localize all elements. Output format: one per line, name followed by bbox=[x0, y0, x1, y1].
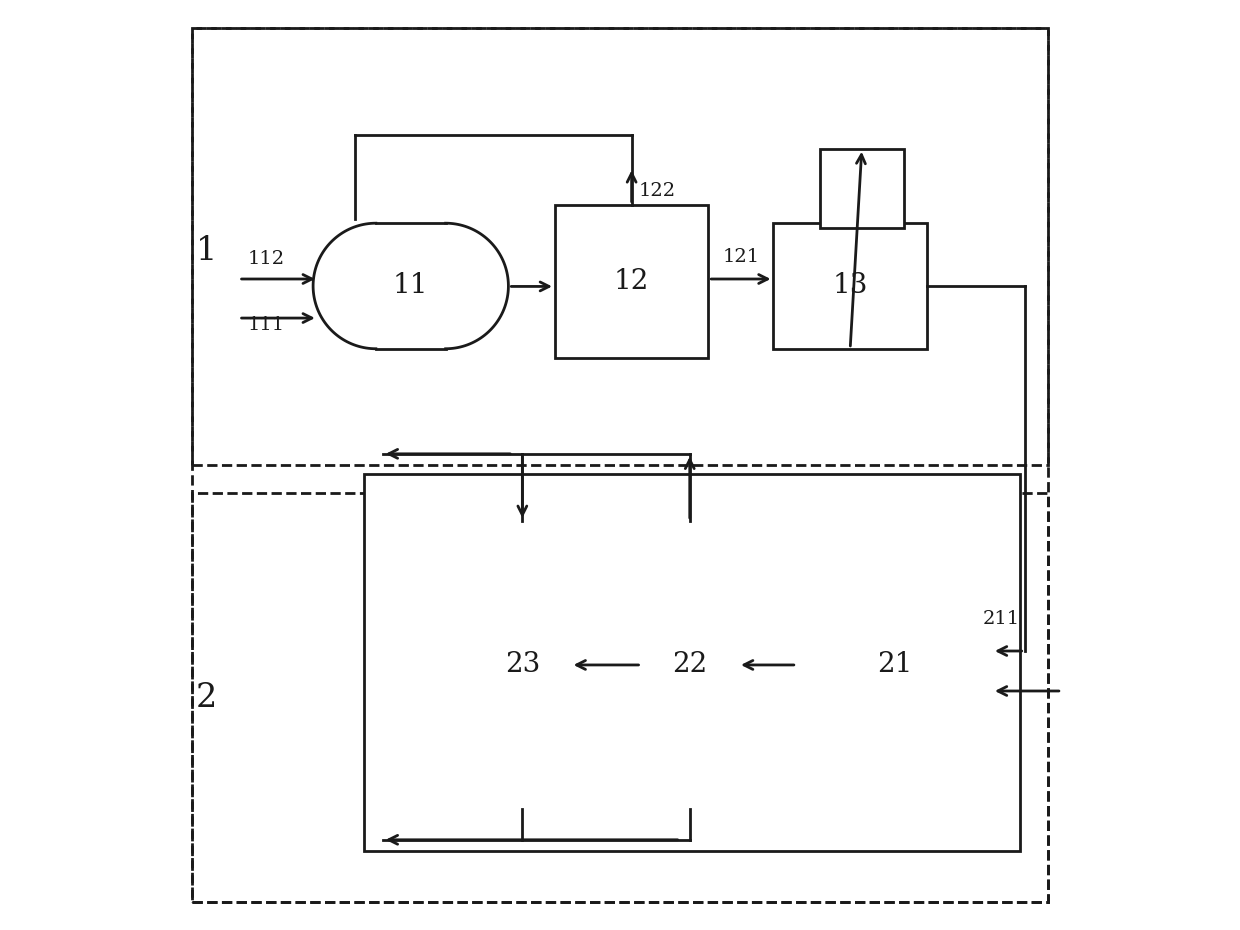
Bar bbox=[820, 149, 904, 228]
Text: 12: 12 bbox=[614, 268, 650, 295]
Polygon shape bbox=[314, 223, 376, 349]
Bar bbox=[554, 205, 708, 358]
Text: 21: 21 bbox=[877, 651, 913, 679]
Text: 111: 111 bbox=[248, 316, 285, 334]
Text: 22: 22 bbox=[672, 651, 707, 679]
Bar bbox=[192, 493, 1048, 902]
Bar bbox=[774, 223, 928, 349]
Text: 122: 122 bbox=[639, 182, 676, 200]
Polygon shape bbox=[445, 223, 508, 349]
Text: 1: 1 bbox=[196, 235, 217, 267]
Bar bbox=[376, 223, 445, 349]
FancyBboxPatch shape bbox=[593, 521, 786, 809]
Text: 23: 23 bbox=[505, 651, 539, 679]
FancyBboxPatch shape bbox=[797, 551, 992, 779]
Text: 211: 211 bbox=[983, 610, 1021, 628]
Text: 2: 2 bbox=[196, 682, 217, 713]
Bar bbox=[192, 28, 1048, 465]
Text: 121: 121 bbox=[723, 248, 759, 266]
Text: 112: 112 bbox=[248, 250, 285, 268]
Text: 13: 13 bbox=[832, 272, 868, 299]
FancyBboxPatch shape bbox=[425, 521, 619, 809]
Text: 11: 11 bbox=[393, 272, 429, 299]
Bar bbox=[365, 474, 1019, 851]
